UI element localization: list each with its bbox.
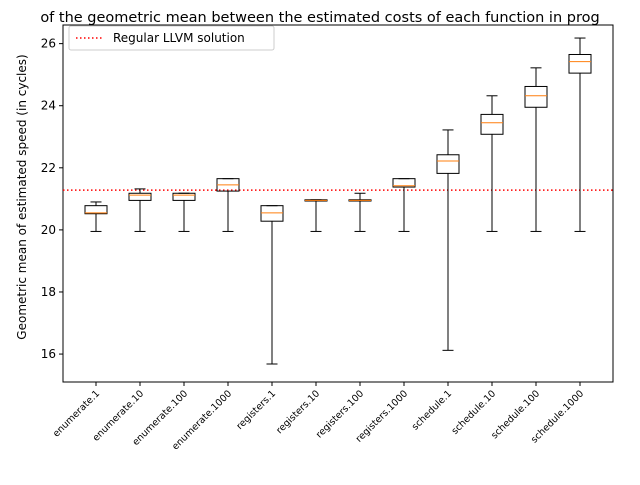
x-tick-label: schedule.10 [450,388,499,437]
box [128,192,152,201]
box [392,178,416,188]
box [524,85,548,108]
plot-frame [62,24,614,383]
box [568,53,592,74]
x-tick-label: registers.1 [235,388,279,432]
y-tick-label: 22 [41,161,56,175]
y-tick-label: 24 [41,99,56,113]
x-tick-label: schedule.1 [410,388,454,432]
box [84,205,108,215]
box [436,154,460,174]
box [172,192,196,201]
y-tick-label: 16 [41,347,56,361]
box [260,205,284,222]
x-tick-label: registers.10 [274,388,322,436]
box [480,113,504,135]
y-axis-label: Geometric mean of estimated speed (in cy… [15,54,29,339]
legend-label: Regular LLVM solution [113,31,245,45]
plot-area: 161820222426enumerate.1enumerate.10enume… [41,24,614,452]
y-tick-label: 18 [41,285,56,299]
y-tick-label: 26 [41,37,56,51]
y-tick-label: 20 [41,223,56,237]
legend: Regular LLVM solution [68,25,275,51]
legend-frame [68,25,275,51]
chart-title: of the geometric mean between the estima… [40,10,599,26]
